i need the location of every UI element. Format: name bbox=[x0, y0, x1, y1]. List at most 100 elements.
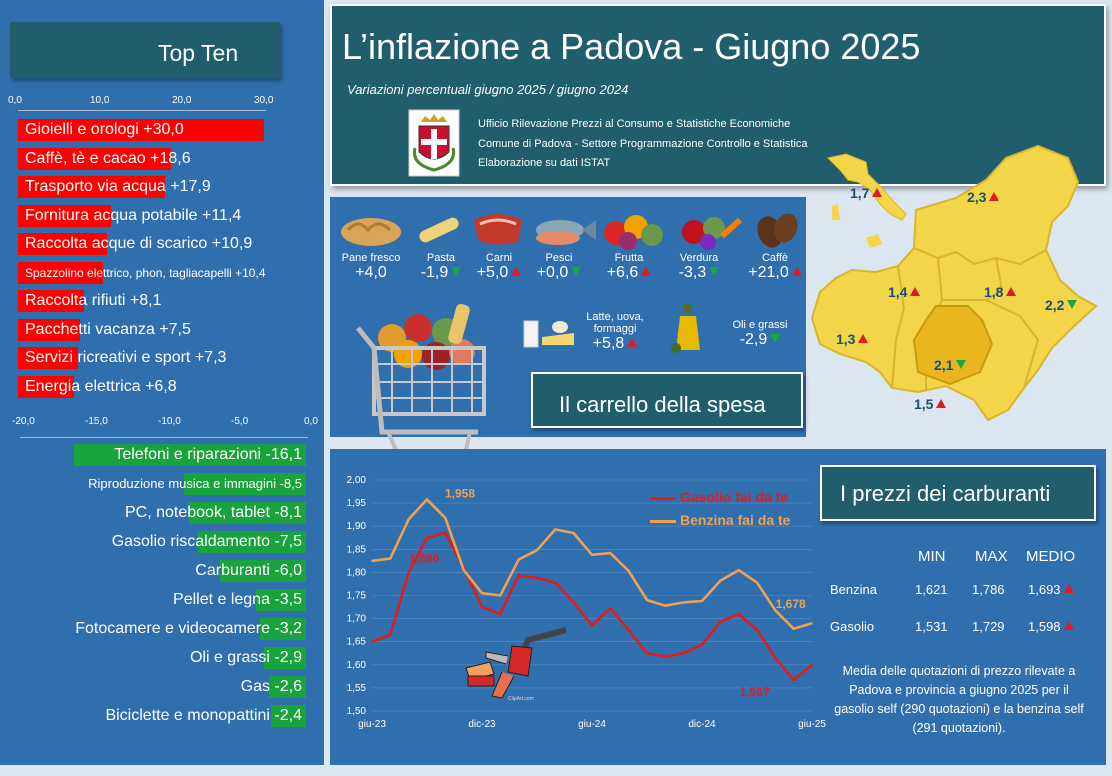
table-row-benzina-name: Benzina bbox=[830, 582, 877, 597]
map-label-value: 2,3 bbox=[967, 189, 987, 205]
carrello-item-name: Caffè bbox=[761, 252, 789, 264]
carburanti-title: I prezzi dei carburanti bbox=[840, 481, 1051, 506]
table-row-gasolio-min: 1,531 bbox=[915, 619, 948, 634]
map-label-province: 1,5 bbox=[914, 396, 947, 412]
carrello-title-box bbox=[531, 372, 803, 428]
y-tick-label: 1,70 bbox=[347, 614, 367, 625]
table-header-max: MAX bbox=[975, 548, 1008, 565]
increase-arrow-icon bbox=[641, 267, 652, 276]
map-label-value: 1,7 bbox=[850, 185, 870, 201]
data-point bbox=[646, 599, 648, 601]
data-point bbox=[682, 652, 685, 655]
data-point bbox=[664, 604, 667, 607]
carrello-item: Verdura -3,3 bbox=[670, 252, 728, 282]
data-point bbox=[444, 531, 447, 534]
data-point bbox=[462, 569, 465, 571]
y-tick-label: 1,65 bbox=[347, 637, 367, 648]
data-point bbox=[664, 655, 667, 658]
bottom-ten-bar-label: Carburanti -6,0 bbox=[195, 562, 302, 579]
data-point bbox=[536, 577, 538, 579]
data-point bbox=[407, 518, 410, 521]
bottom-axis-line bbox=[20, 437, 308, 438]
x-tick-label: giu-24 bbox=[578, 719, 606, 730]
dairy-icon bbox=[523, 320, 574, 348]
carrello-title: Il carrello della spesa bbox=[559, 392, 766, 417]
table-header-medio: MEDIO bbox=[1026, 548, 1076, 565]
clipart-watermark: ClipArt.com bbox=[508, 696, 534, 702]
x-tick-label: dic-23 bbox=[468, 719, 496, 730]
top-ten-bar bbox=[18, 347, 78, 369]
x-tick-label: giu-23 bbox=[358, 719, 386, 730]
top-ten-bar-label: Raccolta rifiuti +8,1 bbox=[25, 292, 162, 309]
bottom-ten-bar bbox=[259, 618, 306, 640]
map-label-value: 2,2 bbox=[1045, 297, 1065, 313]
y-tick-label: 1,75 bbox=[347, 591, 367, 602]
top-axis-tick-label: 30,0 bbox=[254, 95, 274, 106]
map-label-province: 2,2 bbox=[1045, 297, 1078, 313]
data-point bbox=[554, 581, 557, 584]
y-tick-label: 1,85 bbox=[347, 544, 367, 555]
bread-icon bbox=[341, 218, 401, 246]
source-line-1: Ufficio Rilevazione Prezzi al Consumo e … bbox=[478, 118, 791, 130]
carrello-item-value: -1,9 bbox=[412, 264, 470, 282]
data-point bbox=[609, 552, 612, 554]
top-ten-bar-label: Energia elettrica +6,8 bbox=[25, 377, 177, 395]
increase-arrow-icon bbox=[511, 267, 522, 276]
oil-bottle-icon bbox=[671, 304, 700, 353]
bottom-ten-bar-label: Gasolio riscaldamento -7,5 bbox=[111, 533, 302, 550]
data-point bbox=[701, 600, 703, 602]
x-tick-label: giu-25 bbox=[798, 719, 826, 730]
carrello-item: Pesci +0,0 bbox=[530, 252, 588, 282]
data-point bbox=[481, 606, 483, 608]
carrello-item-value-text: -1,9 bbox=[420, 264, 449, 281]
map-label-value: 1,3 bbox=[836, 331, 856, 347]
table-header-min: MIN bbox=[918, 548, 946, 565]
carrello-item-name: Verdura bbox=[679, 252, 719, 264]
map-label-province: 2,1 bbox=[934, 357, 967, 373]
data-label: 1,886 bbox=[409, 552, 439, 566]
top-ten-bar bbox=[18, 233, 108, 255]
table-row-gasolio-name: Gasolio bbox=[830, 619, 875, 634]
top-ten-bar-label: Pacchetti vacanza +7,5 bbox=[25, 320, 191, 338]
carrello-item: Pane fresco +4,0 bbox=[340, 252, 402, 282]
top-ten-bar-label: Spazzolino elettrico, phon, tagliacapell… bbox=[25, 265, 266, 280]
data-point bbox=[426, 536, 428, 539]
bottom-ten-bar bbox=[271, 705, 306, 727]
x-tick-label: dic-24 bbox=[688, 719, 716, 730]
legend-gasolio-swatch bbox=[650, 497, 676, 500]
data-label: 1,678 bbox=[776, 597, 806, 611]
data-point bbox=[499, 613, 502, 615]
page-subtitle: Variazioni percentuali giugno 2025 / giu… bbox=[347, 82, 629, 97]
y-tick-label: 2,00 bbox=[347, 475, 367, 486]
y-tick-label: 1,55 bbox=[347, 683, 367, 694]
bottom-ten-bar bbox=[74, 444, 306, 466]
data-point bbox=[811, 664, 813, 666]
decrease-arrow-icon bbox=[770, 334, 781, 343]
carrello-item: Pasta -1,9 bbox=[412, 252, 470, 282]
vegetables-icon bbox=[682, 217, 742, 250]
y-tick-label: 1,90 bbox=[347, 521, 367, 532]
carrello-item-name: Pane fresco bbox=[341, 252, 401, 264]
increase-arrow-icon bbox=[989, 192, 1000, 201]
data-point bbox=[554, 528, 557, 531]
data-point bbox=[609, 607, 612, 610]
bottom-ten-bar-label: Pellet e legna -3,5 bbox=[173, 591, 302, 608]
map-label-value: 1,8 bbox=[984, 284, 1004, 300]
carrello-item-name: Carni bbox=[485, 252, 513, 264]
map-label-value: 2,1 bbox=[934, 357, 954, 373]
data-point bbox=[481, 592, 483, 594]
top-ten-bar bbox=[18, 204, 112, 227]
increase-arrow-icon bbox=[1006, 287, 1017, 296]
carrello-item-value: +4,0 bbox=[340, 264, 402, 282]
data-point bbox=[444, 517, 447, 519]
map-label-province: 2,3 bbox=[967, 189, 1000, 205]
increase-arrow-icon bbox=[627, 338, 638, 347]
map-label-italy: 1,7 bbox=[850, 185, 883, 201]
bottom-ten-bar-label: Oli e grassi -2,9 bbox=[189, 649, 302, 666]
data-point bbox=[811, 622, 813, 625]
legend-gasolio-label: Gasolio fai da te bbox=[680, 489, 789, 505]
decrease-arrow-icon bbox=[956, 360, 967, 369]
top-axis-tick-label: 0,0 bbox=[8, 95, 22, 106]
bottom-ten-bar bbox=[183, 473, 306, 495]
bottom-ten-bar-label: Fotocamere e videocamere -3,2 bbox=[75, 620, 302, 637]
